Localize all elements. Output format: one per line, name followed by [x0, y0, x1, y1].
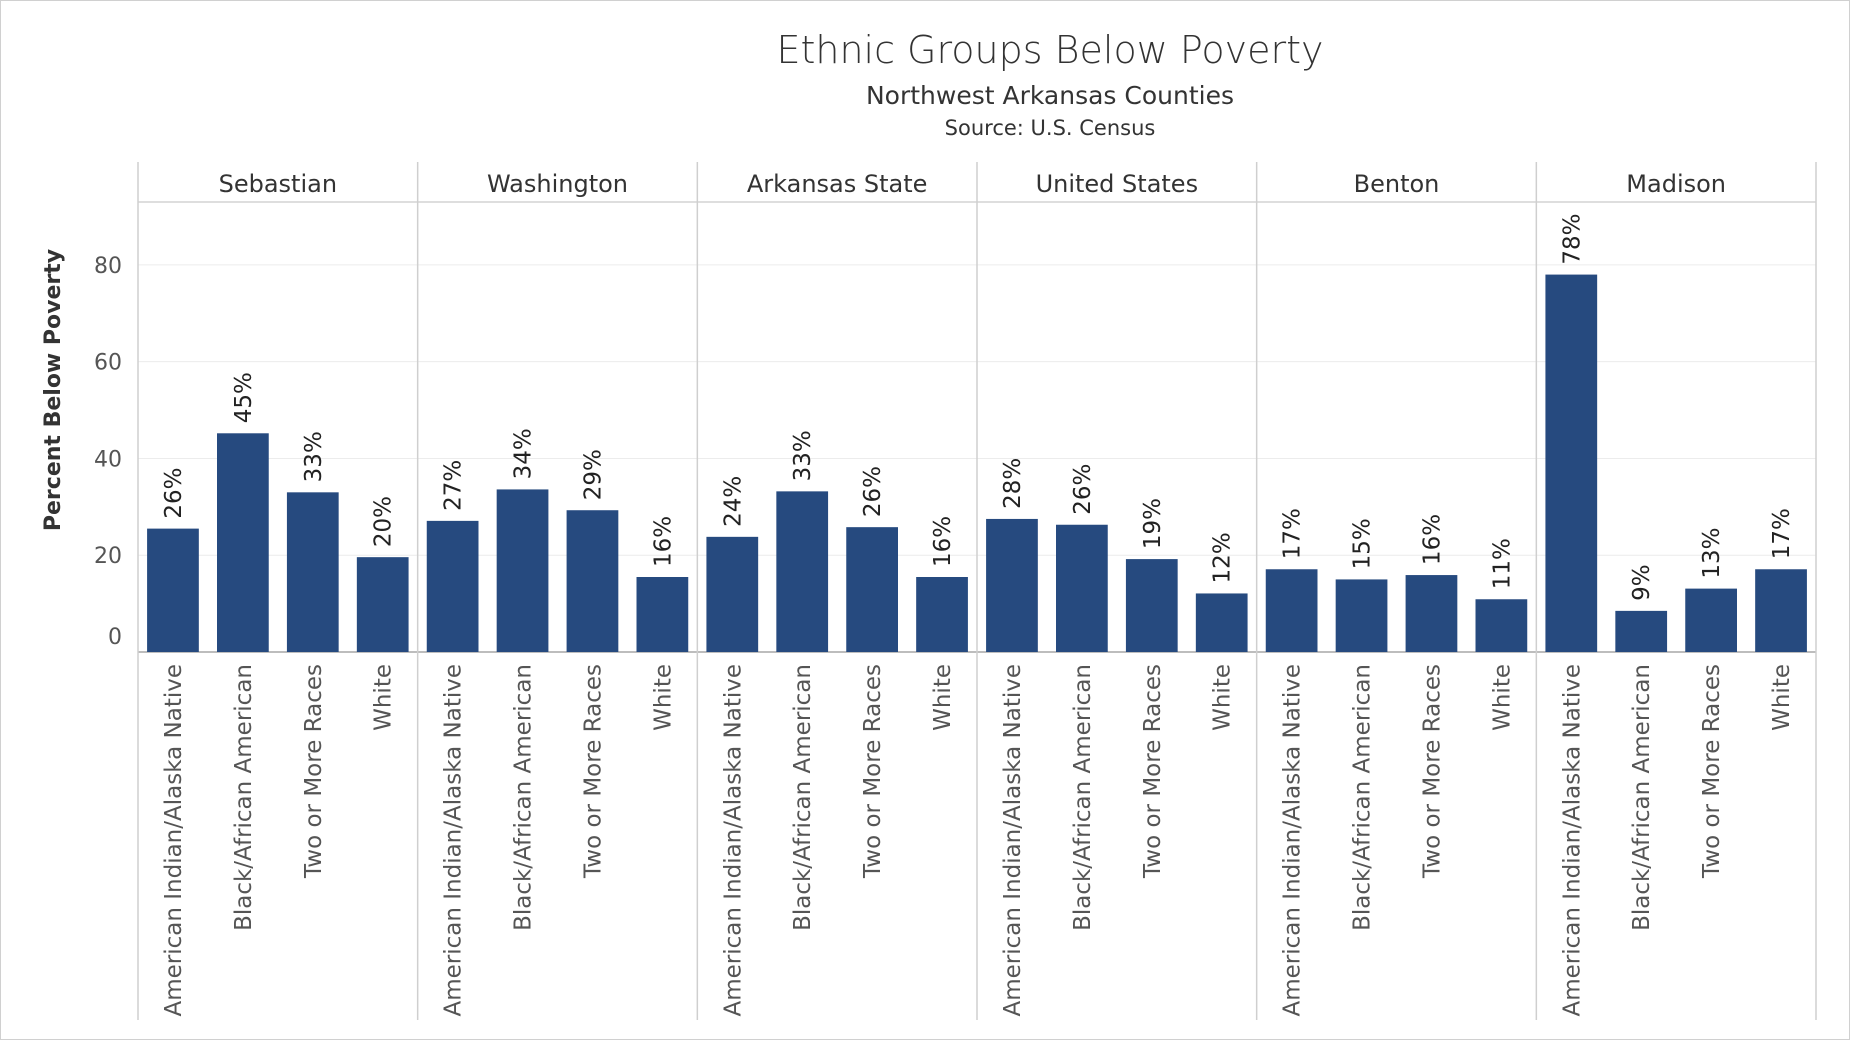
bar-value-label: 24%	[720, 476, 746, 527]
bar-value-label: 19%	[1140, 498, 1166, 549]
y-tick-label: 40	[94, 447, 122, 472]
panel-header: Washington	[487, 170, 628, 198]
x-tick-label: White	[1769, 664, 1795, 731]
y-tick-label: 0	[108, 625, 122, 650]
x-tick-label: American Indian/Alaska Native	[1559, 664, 1585, 1017]
bar	[1755, 569, 1807, 652]
bar	[1125, 559, 1178, 652]
x-tick-label: Two or More Races	[1699, 664, 1725, 879]
panel-header: Benton	[1354, 170, 1440, 198]
bar-value-label: 9%	[1629, 564, 1655, 601]
x-tick-label: Black/African American	[231, 664, 257, 931]
bar-value-label: 26%	[1070, 464, 1096, 515]
bar	[1335, 579, 1388, 652]
bar	[1195, 593, 1248, 652]
bar-value-label: 28%	[1000, 458, 1026, 509]
bar	[916, 577, 968, 652]
panel-header: Madison	[1626, 170, 1726, 198]
bar-value-label: 12%	[1210, 532, 1236, 583]
x-tick-label: American Indian/Alaska Native	[161, 664, 187, 1017]
panel-header: United States	[1036, 170, 1199, 198]
bar	[217, 433, 269, 652]
bar-value-label: 33%	[790, 430, 816, 481]
bar-value-label: 20%	[371, 496, 397, 547]
y-tick-label: 60	[94, 351, 122, 376]
x-tick-label: White	[930, 664, 956, 731]
x-tick-label: Black/African American	[1629, 664, 1655, 931]
x-tick-label: American Indian/Alaska Native	[720, 664, 746, 1017]
bar	[1056, 524, 1108, 652]
x-tick-label: Black/African American	[790, 664, 816, 931]
bar-value-label: 16%	[650, 516, 676, 567]
bar	[1685, 588, 1737, 652]
bar	[1265, 569, 1318, 652]
bar	[286, 492, 339, 652]
bar	[1545, 274, 1598, 652]
y-axis: 0 20 40 60 80	[94, 254, 122, 650]
x-tick-label: Black/African American	[1350, 664, 1376, 931]
bar-value-label: 26%	[860, 466, 886, 517]
x-tick-label: Two or More Races	[860, 664, 886, 879]
x-tick-label: White	[1489, 664, 1515, 731]
bar	[496, 489, 549, 652]
x-tick-label: White	[371, 664, 397, 731]
bar	[706, 536, 759, 652]
chart-source: Source: U.S. Census	[944, 116, 1156, 140]
panels: Sebastian 26% American Indian/Alaska Nativ…	[137, 162, 1817, 1020]
bar	[147, 528, 199, 652]
y-axis-label: Percent Below Poverty	[41, 249, 66, 531]
chart-title: Ethnic Groups Below Poverty	[776, 28, 1324, 72]
panel-header: Arkansas State	[747, 170, 928, 198]
bar-value-label: 34%	[511, 428, 537, 479]
x-tick-label: White	[1210, 664, 1236, 731]
bar-value-label: 45%	[231, 372, 257, 423]
bar	[986, 518, 1038, 652]
bar	[1475, 599, 1528, 652]
y-tick-label: 20	[94, 544, 122, 569]
x-tick-label: Black/African American	[1070, 664, 1096, 931]
bar	[426, 520, 479, 652]
x-tick-label: Two or More Races	[1419, 664, 1445, 879]
bar	[1615, 610, 1668, 652]
bar	[566, 510, 619, 652]
x-tick-label: Two or More Races	[301, 664, 327, 879]
x-tick-label: American Indian/Alaska Native	[1000, 664, 1026, 1017]
x-tick-label: Black/African American	[511, 664, 537, 931]
bar-value-label: 17%	[1280, 508, 1306, 559]
x-tick-label: Two or More Races	[580, 664, 606, 879]
panel-header: Sebastian	[219, 170, 337, 198]
bar-value-label: 17%	[1769, 508, 1795, 559]
bar	[776, 491, 829, 652]
bar-value-label: 15%	[1350, 518, 1376, 569]
bar	[846, 527, 898, 652]
x-tick-label: American Indian/Alaska Native	[441, 664, 467, 1017]
bar-value-label: 29%	[580, 449, 606, 500]
y-tick-label: 80	[94, 254, 122, 279]
bar-value-label: 33%	[301, 431, 327, 482]
bar-value-label: 78%	[1559, 213, 1585, 264]
bar-value-label: 13%	[1699, 527, 1725, 578]
bar	[356, 557, 409, 652]
bar-value-label: 27%	[441, 460, 467, 511]
chart-subtitle: Northwest Arkansas Counties	[865, 81, 1235, 110]
x-tick-label: White	[650, 664, 676, 731]
bar-value-label: 11%	[1489, 538, 1515, 589]
bar-value-label: 26%	[161, 467, 187, 518]
bar-value-label: 16%	[930, 516, 956, 567]
x-tick-label: American Indian/Alaska Native	[1280, 664, 1306, 1017]
x-tick-label: Two or More Races	[1140, 664, 1166, 879]
bar	[636, 577, 689, 652]
bar-value-label: 16%	[1419, 514, 1445, 565]
bar	[1405, 575, 1458, 652]
